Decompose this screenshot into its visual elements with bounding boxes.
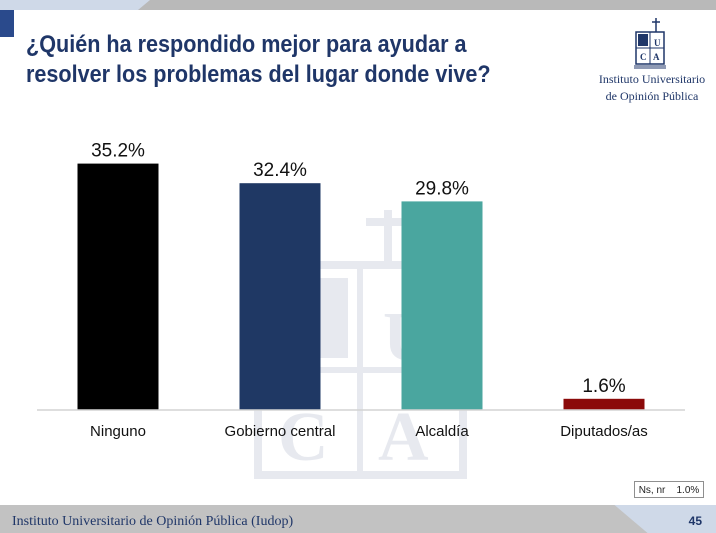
svg-text:A: A (378, 399, 429, 476)
footer-bar (0, 505, 716, 533)
logo-text: Instituto Universitario de Opinión Públi… (596, 71, 708, 105)
non-response-label: Ns, nr (638, 485, 666, 496)
bar-gobierno-central (239, 183, 321, 410)
bar-alcald-a (401, 201, 483, 410)
iudop-logo: U C A Instituto Universitario de Opinión… (596, 18, 708, 108)
bar-ninguno (77, 163, 159, 410)
footer-institution: Instituto Universitario de Opinión Públi… (12, 514, 294, 529)
emblem-c: C (640, 52, 647, 62)
bar-value-label: 32.4% (253, 160, 307, 181)
side-accent-tab (0, 10, 14, 37)
logo-line-1: Instituto Universitario (598, 72, 706, 86)
emblem-a: A (653, 52, 660, 62)
svg-text:C: C (278, 399, 329, 476)
emblem-u: U (654, 38, 661, 48)
non-response-value: 1.0% (676, 485, 700, 496)
page-title: ¿Quién ha respondido mejor para ayudar a… (26, 31, 491, 88)
top-bar (0, 0, 716, 10)
page-number: 45 (688, 514, 702, 528)
non-response-note: Ns, nr 1.0% (634, 481, 704, 498)
bar-diputados-as (563, 398, 645, 410)
category-label: Ninguno (90, 423, 146, 440)
category-label: Diputados/as (560, 423, 648, 440)
top-swoosh (0, 0, 150, 10)
bar-value-label: 29.8% (415, 178, 469, 199)
bar-value-label: 35.2% (91, 141, 145, 162)
logo-line-2: de Opinión Pública (605, 89, 699, 103)
category-label: Gobierno central (225, 423, 336, 440)
category-label: Alcaldía (415, 423, 469, 440)
uca-emblem-icon: U C A (634, 18, 666, 69)
bar-value-label: 1.6% (582, 376, 625, 397)
